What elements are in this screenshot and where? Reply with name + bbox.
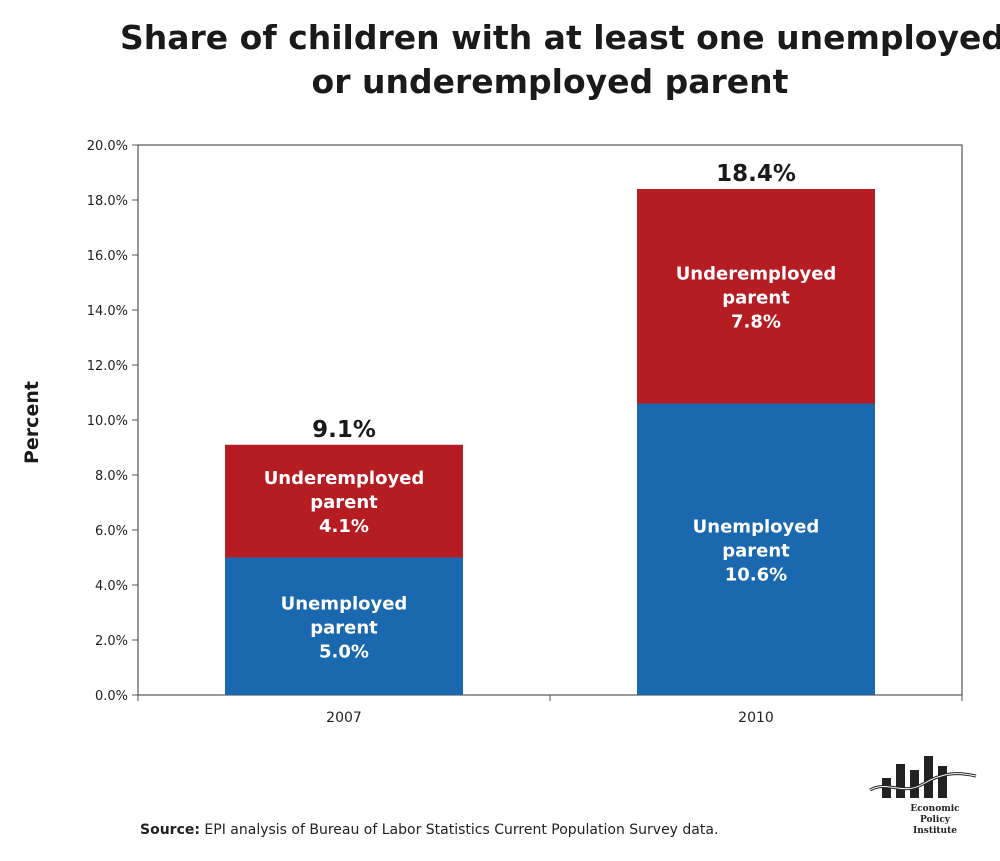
y-tick-label: 0.0% <box>95 689 128 704</box>
bar-unemployed <box>637 403 875 695</box>
bar-unemployed <box>225 557 463 695</box>
source-prefix: Source: <box>140 822 200 838</box>
segment-value-label: 7.8% <box>731 311 781 332</box>
source-text: EPI analysis of Bureau of Labor Statisti… <box>199 822 719 838</box>
y-tick-label: 2.0% <box>95 634 128 649</box>
chart-title: Share of children with at least one unem… <box>120 16 1000 104</box>
y-tick-label: 10.0% <box>87 414 128 429</box>
segment-value-label: 5.0% <box>319 641 369 662</box>
bar-underemployed <box>637 189 875 404</box>
logo-text: Economic Policy Institute <box>895 804 975 837</box>
bar-chart-logo-icon <box>869 756 977 798</box>
y-tick-label: 14.0% <box>87 304 128 319</box>
segment-name-label: parent <box>722 287 790 308</box>
segment-name-label: parent <box>310 617 378 638</box>
total-label: 9.1% <box>312 417 376 443</box>
segment-name-label: Underemployed <box>264 468 425 489</box>
segment-name-label: Unemployed <box>281 593 408 614</box>
segment-value-label: 10.6% <box>725 564 787 585</box>
segment-name-label: Underemployed <box>676 263 837 284</box>
chart-title-line-1: Share of children with at least one unem… <box>120 18 1000 57</box>
y-axis-title-text: Percent <box>21 381 43 464</box>
logo-line-2: Policy <box>919 815 951 825</box>
x-tick-label: 2010 <box>738 710 774 726</box>
segment-name-label: Unemployed <box>693 516 820 537</box>
bar-underemployed <box>225 444 463 558</box>
logo-line-3: Institute <box>913 826 957 836</box>
segment-value-label: 4.1% <box>319 516 369 537</box>
y-tick-label: 12.0% <box>87 359 128 374</box>
segment-name-label: parent <box>310 492 378 513</box>
y-axis-title: Percent <box>12 381 52 464</box>
y-tick-label: 16.0% <box>87 249 128 264</box>
y-tick-label: 6.0% <box>95 524 128 539</box>
logo-line-1: Economic <box>910 804 960 814</box>
y-tick-label: 20.0% <box>87 139 128 154</box>
source-note: Source: EPI analysis of Bureau of Labor … <box>140 822 718 838</box>
y-tick-label: 4.0% <box>95 579 128 594</box>
segment-name-label: parent <box>722 540 790 561</box>
y-tick-label: 8.0% <box>95 469 128 484</box>
chart-title-line-2: or underemployed parent <box>311 62 789 101</box>
total-label: 18.4% <box>716 161 796 187</box>
y-tick-label: 18.0% <box>87 194 128 209</box>
x-tick-label: 2007 <box>326 710 362 726</box>
